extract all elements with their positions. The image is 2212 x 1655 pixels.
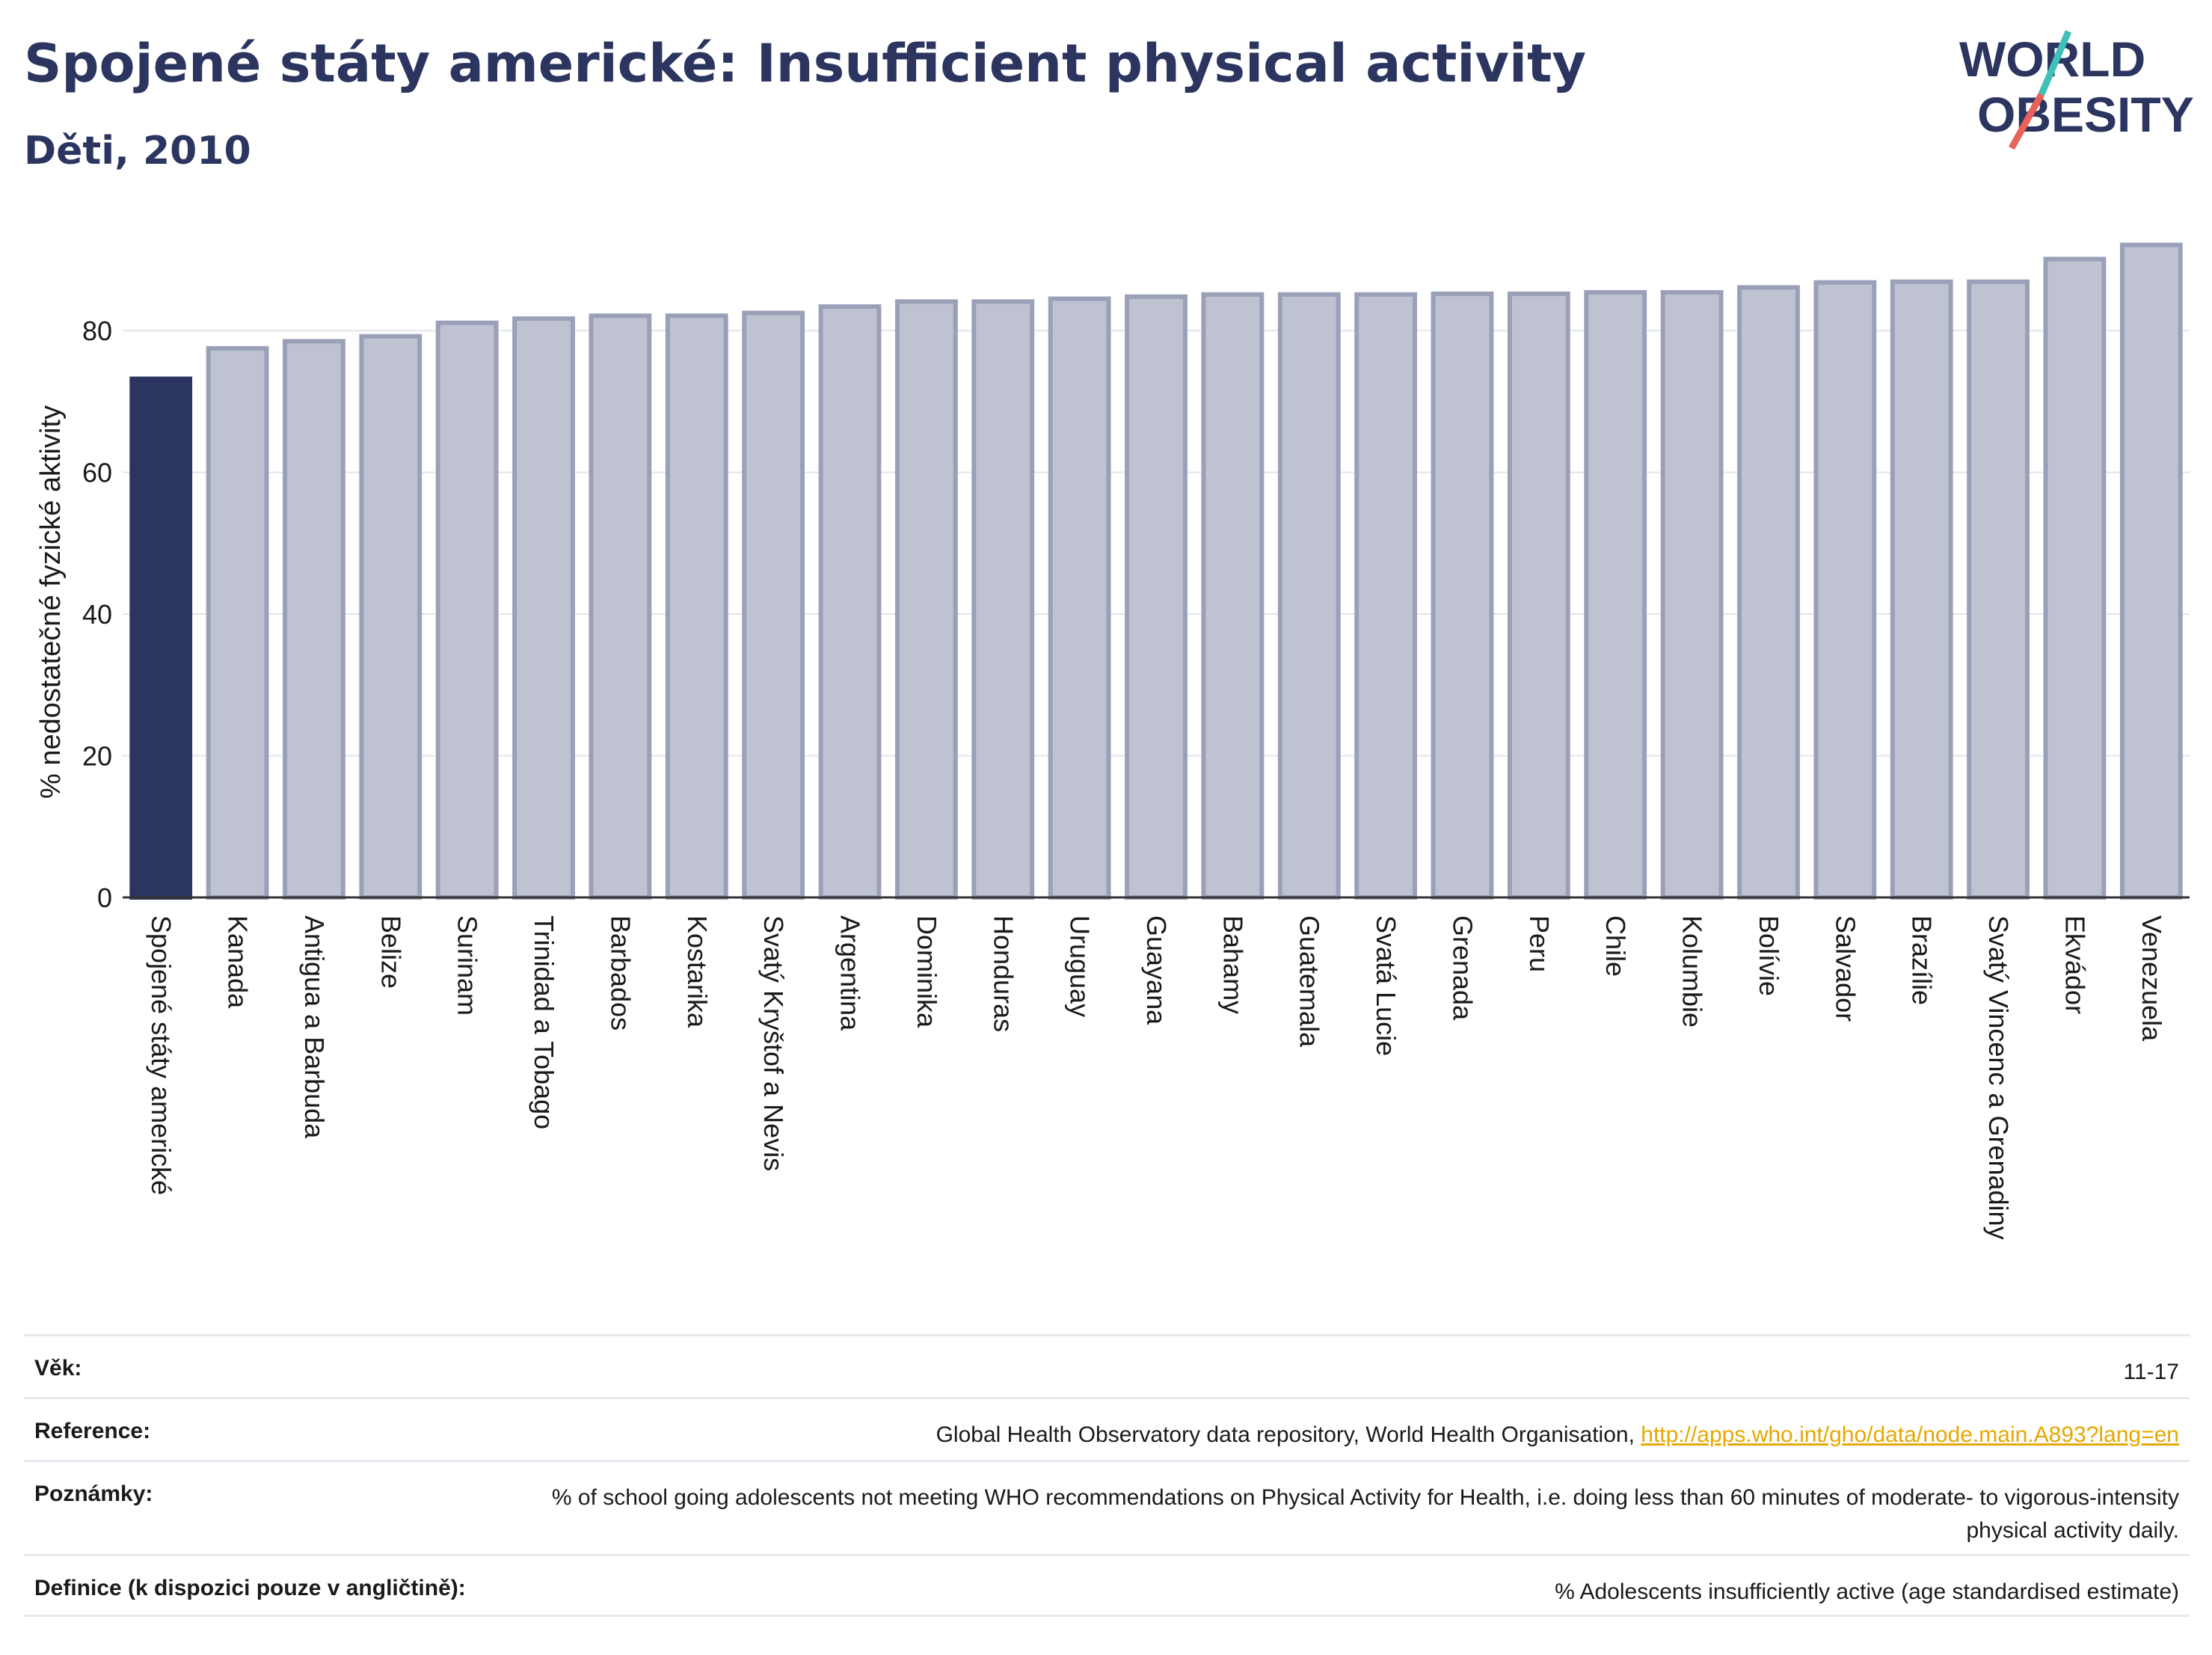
info-row-age: Věk: 11-17 xyxy=(24,1334,2190,1397)
bar-svatý-kryštof-a-nevis[interactable] xyxy=(742,310,805,900)
logo-slash-teal xyxy=(2038,30,2072,96)
bar-salvador[interactable] xyxy=(1813,280,1877,900)
age-label: Věk: xyxy=(34,1356,82,1381)
x-tick-label: Surinam xyxy=(452,915,483,1016)
bar-antigua-a-barbuda[interactable] xyxy=(283,339,345,900)
x-tick-label: Ekvádor xyxy=(2059,915,2090,1014)
x-tick-label: Svatá Lucie xyxy=(1371,915,1401,1056)
bar-venezuela[interactable] xyxy=(2119,242,2183,900)
y-tick-label: 60 xyxy=(82,458,112,488)
page-subtitle: Děti, 2010 xyxy=(24,129,251,174)
x-tick-label: Barbados xyxy=(605,915,636,1031)
x-tick-label: Belize xyxy=(375,915,406,989)
bar-kostarika[interactable] xyxy=(665,313,728,900)
x-tick-label: Grenada xyxy=(1447,915,1478,1021)
bar-chile[interactable] xyxy=(1584,289,1647,900)
x-tick-label: Peru xyxy=(1524,915,1555,972)
bar-brazílie[interactable] xyxy=(1890,279,1953,900)
x-tick-label: Kolumbie xyxy=(1677,915,1708,1028)
y-tick-label: 40 xyxy=(82,599,112,630)
y-tick-label: 0 xyxy=(97,882,112,913)
reference-text: Global Health Observatory data repositor… xyxy=(936,1422,1641,1447)
age-value: 11-17 xyxy=(2123,1360,2179,1384)
bar-guatemala[interactable] xyxy=(1277,292,1341,900)
x-tick-label: Salvador xyxy=(1830,915,1861,1022)
logo-word-1: WORLD xyxy=(1959,31,2145,87)
logo-word-2: OBESITY xyxy=(1977,87,2194,142)
info-row-reference: Reference: Global Health Observatory dat… xyxy=(24,1397,2190,1460)
x-tick-label: Svatý Vincenc a Grenadiny xyxy=(1983,915,2014,1240)
x-tick-label: Guatemala xyxy=(1294,915,1325,1048)
logo-slash-red xyxy=(2009,92,2044,150)
reference-label: Reference: xyxy=(34,1419,151,1443)
bar-grenada[interactable] xyxy=(1431,291,1494,900)
x-tick-label: Uruguay xyxy=(1065,915,1096,1017)
info-table: Věk: 11-17 Reference: Global Health Obse… xyxy=(24,1334,2190,1617)
page-title: Spojené státy americké: Insufficient phy… xyxy=(24,33,1587,94)
x-tick-labels: Spojené státy americké Kanada Antigua a Ba… xyxy=(146,915,2167,1240)
bar-spojené-státy-americké[interactable] xyxy=(129,376,193,900)
bar-honduras[interactable] xyxy=(971,299,1035,900)
notes-value: % of school going adolescents not meetin… xyxy=(551,1485,2179,1543)
bar-trinidad-a-tobago[interactable] xyxy=(512,316,575,900)
reference-link[interactable]: http://apps.who.int/gho/data/node.main.A… xyxy=(1641,1422,2179,1447)
definition-value: % Adolescents insufficiently active (age… xyxy=(1555,1579,2179,1604)
bar-argentina[interactable] xyxy=(818,304,882,900)
x-tick-label: Bahamy xyxy=(1217,915,1248,1014)
info-row-notes: Poznámky: % of school going adolescents … xyxy=(24,1460,2190,1554)
x-tick-label: Guayana xyxy=(1141,915,1172,1025)
y-tick-label: 20 xyxy=(82,741,112,772)
reference-value: Global Health Observatory data repositor… xyxy=(936,1419,2179,1452)
bar-guayana[interactable] xyxy=(1125,294,1188,900)
x-tick-label: Venezuela xyxy=(2136,915,2167,1042)
info-row-definition: Definice (k dispozici pouze v angličtině… xyxy=(24,1554,2190,1617)
bars xyxy=(129,242,2183,900)
bar-bahamy[interactable] xyxy=(1201,292,1265,900)
bar-svatý-vincenc-a-grenadiny[interactable] xyxy=(1967,279,2030,900)
y-tick-labels: 0 20 40 60 80 xyxy=(82,316,112,913)
bar-peru[interactable] xyxy=(1507,291,1570,900)
x-tick-label: Argentina xyxy=(835,915,866,1031)
x-tick-label: Antigua a Barbuda xyxy=(299,915,330,1139)
bar-kolumbie[interactable] xyxy=(1660,289,1724,900)
x-tick-label: Honduras xyxy=(988,915,1019,1032)
x-tick-label: Dominika xyxy=(912,915,942,1028)
notes-label: Poznámky: xyxy=(34,1481,153,1506)
x-tick-label: Spojené státy americké xyxy=(146,915,176,1195)
bar-surinam[interactable] xyxy=(435,320,499,900)
bar-bolívie[interactable] xyxy=(1737,285,1800,900)
bar-barbados[interactable] xyxy=(589,313,652,900)
x-tick-label: Brazílie xyxy=(1907,915,1938,1005)
bar-uruguay[interactable] xyxy=(1048,296,1111,900)
definition-label: Definice (k dispozici pouze v angličtině… xyxy=(34,1576,466,1600)
bar-svatá-lucie[interactable] xyxy=(1354,292,1418,900)
x-tick-label: Chile xyxy=(1600,915,1631,977)
x-tick-label: Kanada xyxy=(223,915,254,1009)
y-axis-label: % nedostatečné fyzické aktivity xyxy=(35,405,67,799)
bar-belize[interactable] xyxy=(359,334,423,900)
x-tick-label: Bolívie xyxy=(1754,915,1784,996)
world-obesity-logo[interactable]: WORLD OBESITY xyxy=(1952,22,2199,157)
y-tick-label: 80 xyxy=(82,316,112,346)
bar-chart: 0 20 40 60 80 Spojené státy americké Kanada An… xyxy=(35,242,2190,1240)
bar-ekvádor[interactable] xyxy=(2043,257,2107,900)
bar-dominika[interactable] xyxy=(894,299,958,900)
x-tick-label: Kostarika xyxy=(682,915,713,1028)
x-tick-label: Trinidad a Tobago xyxy=(529,915,559,1129)
bar-kanada[interactable] xyxy=(206,346,269,900)
x-tick-label: Svatý Kryštof a Nevis xyxy=(758,915,789,1171)
